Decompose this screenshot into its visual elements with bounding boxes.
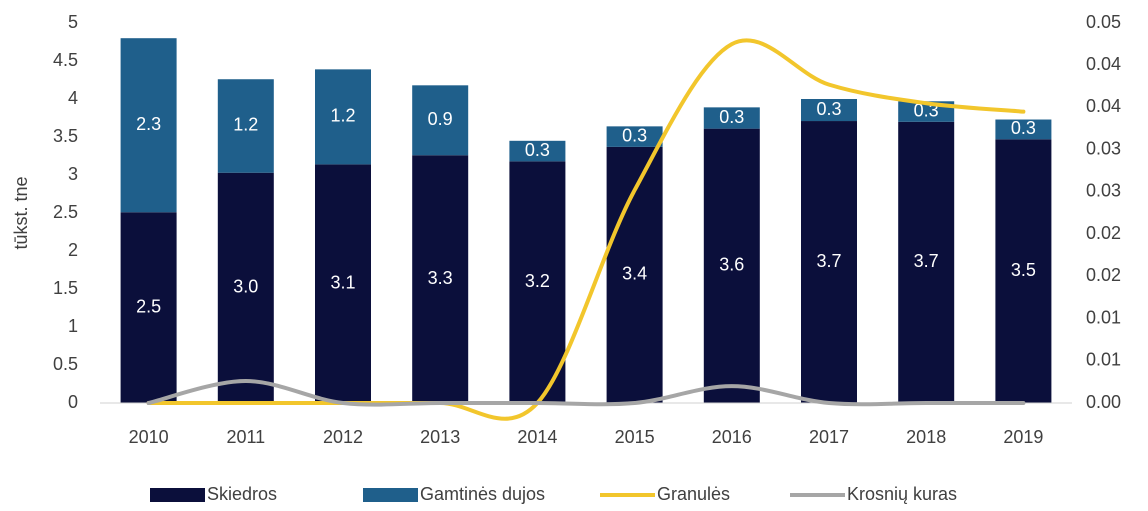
bar-segment (412, 85, 469, 156)
legend-label: Gamtinės dujos (420, 484, 545, 504)
legend-label: Granulės (657, 484, 730, 504)
y-tick-label: 1.5 (53, 278, 78, 298)
bar-segment (412, 155, 469, 403)
bar-segment (898, 121, 955, 404)
data-label: 3.7 (816, 251, 841, 271)
data-label: 0.3 (719, 107, 744, 127)
data-label: 3.1 (330, 272, 355, 292)
data-label: 3.7 (914, 251, 939, 271)
y-tick-label: 5 (68, 12, 78, 32)
x-tick-label: 2019 (1003, 427, 1043, 447)
x-tick-label: 2014 (517, 427, 557, 447)
bar-segment (995, 119, 1052, 140)
data-label: 0.3 (1011, 118, 1036, 138)
y-tick-label: 0 (68, 392, 78, 412)
legend-label: Krosnių kuras (847, 484, 957, 504)
y-tick-label: 4.5 (53, 50, 78, 70)
bar-segment (315, 69, 371, 165)
bar-segment (217, 172, 274, 403)
data-label: 2.3 (136, 114, 161, 134)
data-label: 3.6 (719, 255, 744, 275)
bar-segment (703, 107, 760, 129)
x-tick-label: 2016 (712, 427, 752, 447)
data-label: 3.2 (525, 271, 550, 291)
y2-tick-label: 0.01 (1086, 350, 1121, 370)
y2-tick-label: 0.04 (1086, 54, 1121, 74)
y-tick-label: 1 (68, 316, 78, 336)
data-label: 3.5 (1011, 260, 1036, 280)
y2-tick-label: 0.02 (1086, 223, 1121, 243)
data-label: 3.0 (233, 277, 258, 297)
bar-segment (801, 121, 857, 403)
bar-segment (703, 128, 760, 403)
data-label: 3.3 (428, 268, 453, 288)
y-tick-label: 2 (68, 240, 78, 260)
line-series (146, 379, 1026, 407)
y2-tick-label: 0.01 (1086, 307, 1121, 327)
y2-tick-label: 0.05 (1086, 12, 1121, 32)
legend-swatch (363, 488, 418, 502)
x-tick-label: 2012 (323, 427, 363, 447)
y-axis-title: tūkst. tne (11, 176, 31, 249)
bar-segment (217, 79, 274, 173)
bar-segment (801, 99, 857, 122)
line-series (146, 38, 1026, 421)
x-tick-label: 2015 (615, 427, 655, 447)
x-tick-label: 2018 (906, 427, 946, 447)
data-label: 1.2 (330, 106, 355, 126)
x-tick-label: 2010 (129, 427, 169, 447)
data-label: 0.3 (525, 140, 550, 160)
y2-tick-label: 0.03 (1086, 181, 1121, 201)
bar-segment (509, 161, 566, 403)
data-label: 0.3 (622, 125, 647, 145)
y2-tick-label: 0.04 (1086, 96, 1121, 116)
data-label: 1.2 (233, 115, 258, 135)
bar-segment (120, 212, 177, 403)
legend-label: Skiedros (207, 484, 277, 504)
y2-tick-label: 0.03 (1086, 138, 1121, 158)
y-tick-label: 0.5 (53, 354, 78, 374)
y-tick-label: 4 (68, 88, 78, 108)
y2-tick-label: 0.02 (1086, 265, 1121, 285)
bar-segment (120, 38, 177, 213)
y-tick-label: 3.5 (53, 126, 78, 146)
x-tick-label: 2013 (420, 427, 460, 447)
bar-segment (995, 139, 1052, 403)
data-label: 0.9 (428, 109, 453, 129)
data-label: 0.3 (816, 99, 841, 119)
legend-swatch (150, 488, 205, 502)
bar-segment (606, 126, 663, 147)
data-label: 3.4 (622, 264, 647, 284)
bar-segment (509, 140, 566, 162)
y-tick-label: 2.5 (53, 202, 78, 222)
data-label: 2.5 (136, 296, 161, 316)
y2-tick-label: 0.00 (1086, 392, 1121, 412)
x-tick-label: 2011 (226, 427, 265, 447)
y-tick-label: 3 (68, 164, 78, 184)
x-tick-label: 2017 (809, 427, 849, 447)
bar-segment (315, 164, 371, 403)
